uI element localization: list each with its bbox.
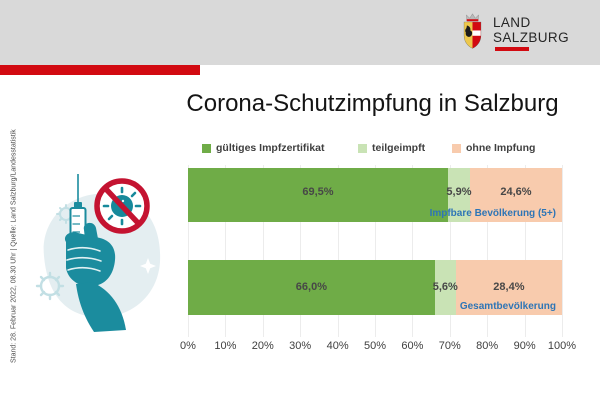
gridline bbox=[487, 165, 489, 337]
logo-wordmark: LAND SALZBURG bbox=[493, 11, 569, 51]
gridline bbox=[337, 165, 339, 337]
gridline bbox=[449, 165, 451, 337]
legend-item: teilgeimpft bbox=[358, 142, 425, 154]
bar-segment-teilgeimpft bbox=[447, 168, 470, 222]
land-salzburg-logo: LAND SALZBURG bbox=[459, 11, 569, 51]
no-virus-icon bbox=[94, 178, 150, 234]
gridline bbox=[412, 165, 414, 337]
logo-line2: SALZBURG bbox=[493, 30, 569, 45]
x-axis-tick-label: 20% bbox=[251, 340, 274, 352]
bar-segment-teilgeimpft bbox=[434, 260, 456, 315]
x-axis-tick-label: 100% bbox=[547, 340, 577, 352]
vaccination-illustration bbox=[35, 174, 161, 332]
bar-2: 66,0% 5,6% 28,4% Gesamtbevölkerung bbox=[188, 260, 562, 315]
x-axis-tick-label: 40% bbox=[326, 340, 349, 352]
gridline bbox=[524, 165, 526, 337]
x-axis-tick-label: 50% bbox=[363, 340, 387, 352]
value-label: 28,4% bbox=[493, 281, 525, 293]
page-title: Corona-Schutzimpfung in Salzburg bbox=[186, 90, 559, 117]
value-label: 69,5% bbox=[302, 186, 334, 198]
bar-segment-gültiges-Impfzertifikat bbox=[188, 168, 448, 222]
logo-line1: LAND bbox=[493, 15, 531, 30]
hand-icon bbox=[64, 222, 126, 332]
legend-label: gültiges Impfzertifikat bbox=[216, 142, 325, 154]
red-accent-bar bbox=[0, 65, 200, 75]
header-band bbox=[0, 0, 600, 65]
chart-plot: 69,5% 5,9% 24,6% Impfbare Bevölkerung (5+) 6… bbox=[188, 165, 563, 337]
logo-underline bbox=[495, 47, 529, 51]
category-label: Gesamtbevölkerung bbox=[459, 301, 556, 312]
legend-swatch bbox=[452, 143, 461, 153]
gridline bbox=[225, 165, 227, 337]
value-label: 66,0% bbox=[295, 281, 328, 293]
value-label: 5,6% bbox=[432, 281, 458, 293]
x-axis-tick-label: 0% bbox=[180, 340, 196, 352]
legend-swatch bbox=[202, 143, 211, 153]
x-axis-tick-label: 60% bbox=[401, 340, 424, 352]
value-label: 5,9% bbox=[446, 186, 472, 198]
gridline bbox=[375, 165, 376, 337]
gridline bbox=[188, 165, 189, 337]
legend-label: ohne Impfung bbox=[466, 142, 536, 154]
bar-1: 69,5% 5,9% 24,6% Impfbare Bevölkerung (5+) bbox=[188, 168, 562, 222]
salzburg-crest-icon bbox=[463, 13, 482, 49]
x-axis-tick-label: 10% bbox=[214, 340, 237, 352]
virus-outline-icon bbox=[35, 271, 65, 301]
bar-segment-ohne-Impfung bbox=[455, 260, 562, 315]
category-label: Impfbare Bevölkerung (5+) bbox=[429, 208, 556, 219]
x-axis-labels: 0% 10% 20% 30% 40% 50% 60% 70% 80% 90% 100% bbox=[180, 340, 576, 354]
legend-label: teilgeimpft bbox=[372, 142, 426, 154]
legend-swatch bbox=[358, 143, 367, 153]
bar-segment-gültiges-Impfzertifikat bbox=[188, 260, 435, 315]
x-axis-tick-label: 30% bbox=[289, 340, 312, 352]
star-icon bbox=[140, 258, 156, 274]
x-axis-tick-label: 70% bbox=[438, 340, 461, 352]
x-axis-tick-label: 80% bbox=[476, 340, 499, 352]
value-label: 24,6% bbox=[500, 186, 532, 198]
gridline bbox=[562, 165, 563, 337]
gridline bbox=[262, 165, 264, 337]
gridline bbox=[300, 165, 302, 337]
x-axis-tick-label: 90% bbox=[513, 340, 536, 352]
legend-item: ohne Impfung bbox=[452, 142, 535, 154]
bar-segment-ohne-Impfung bbox=[469, 168, 562, 222]
legend-item: gültiges Impfzertifikat bbox=[202, 142, 325, 154]
chart-legend: gültiges Impfzertifikat teilgeimpft ohne I… bbox=[188, 142, 562, 158]
